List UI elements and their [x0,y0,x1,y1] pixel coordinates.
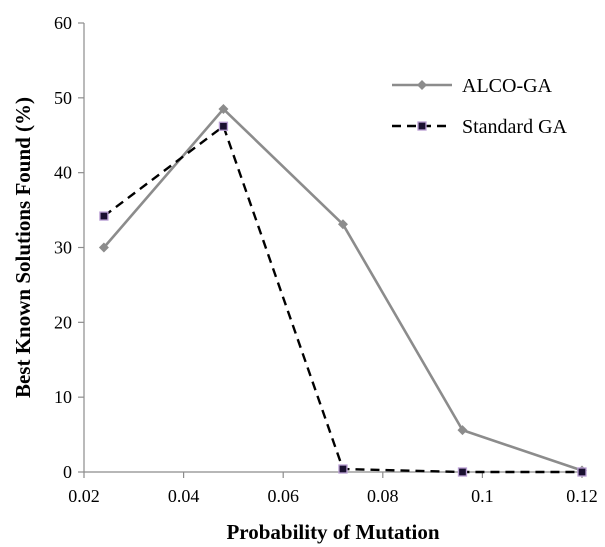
y-axis-ticks: 0 10 20 30 40 50 60 [54,13,84,482]
data-point-alco-ga [457,425,468,436]
legend-label-standard-ga: Standard GA [462,116,568,138]
legend-swatch-marker-alco-ga [417,80,427,90]
data-point-standard-ga [99,211,109,221]
legend-entry-standard-ga: Standard GA [392,116,568,138]
legend-swatch-marker-standard-ga [417,121,427,131]
y-tick-label: 0 [63,462,72,482]
series-standard-ga [99,121,587,477]
series-alco-ga [98,104,587,476]
x-axis-title: Probability of Mutation [226,520,439,544]
x-tick-label: 0.08 [367,486,399,506]
y-axis-title: Best Known Solutions Found (%) [11,97,35,398]
y-tick-label: 60 [54,13,72,33]
x-tick-label: 0.06 [267,486,299,506]
data-point-alco-ga [337,219,348,230]
x-tick-label: 0.1 [471,486,494,506]
y-tick-label: 20 [54,312,72,332]
data-point-alco-ga [98,242,109,253]
y-tick-label: 50 [54,88,72,108]
data-point-standard-ga [457,467,468,477]
legend: ALCO-GA Standard GA [392,75,568,138]
y-tick-label: 40 [54,163,72,183]
data-point-alco-ga [218,104,229,115]
x-tick-label: 0.12 [566,486,598,506]
y-tick-label: 10 [54,387,72,407]
legend-label-alco-ga: ALCO-GA [462,75,553,97]
x-tick-label: 0.04 [168,486,200,506]
data-point-standard-ga [218,121,229,131]
series-line-standard-ga [103,125,582,474]
x-tick-label: 0.02 [68,486,100,506]
data-point-standard-ga [577,467,587,477]
data-point-standard-ga [338,464,348,474]
series-group [98,104,587,477]
x-axis-ticks: 0.02 0.04 0.06 0.08 0.1 0.12 [68,472,598,506]
series-line-alco-ga [102,107,583,472]
legend-entry-alco-ga: ALCO-GA [392,75,553,97]
y-tick-label: 30 [54,238,72,258]
